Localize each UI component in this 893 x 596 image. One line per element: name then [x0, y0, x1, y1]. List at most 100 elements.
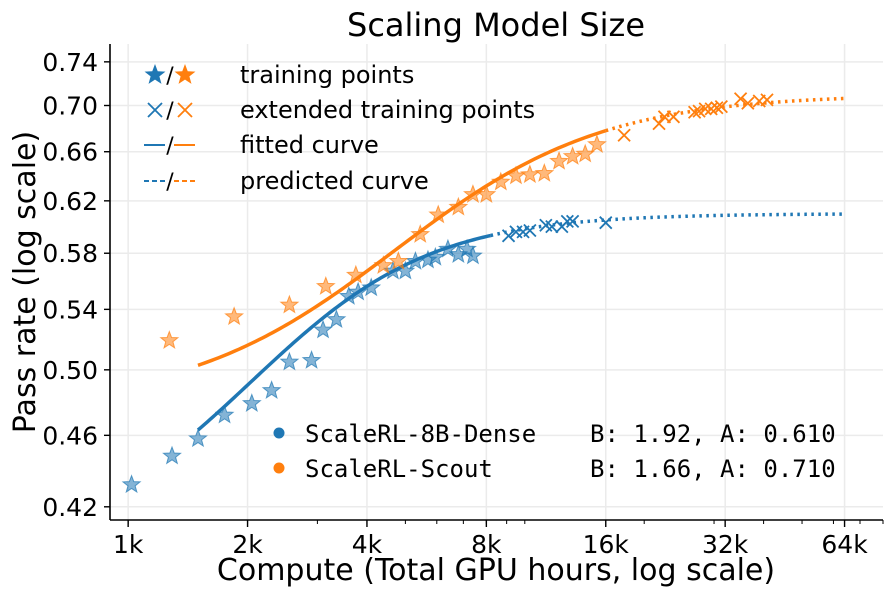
dense-extended-point [599, 216, 613, 230]
legend-x-orange [177, 102, 193, 118]
y-tick-label: 0.66 [42, 138, 98, 167]
dense-training-point [301, 350, 322, 369]
scout-training-point [224, 306, 245, 326]
dense-extended-point [501, 229, 516, 243]
legend-slash: / [166, 170, 174, 195]
dense-training-point [162, 445, 182, 465]
y-tick-label: 0.54 [42, 295, 98, 324]
dense-training-point [261, 380, 282, 399]
axis-ticks: 0.42 0.46 0.50 0.54 0.58 0.62 0.66 0.70 0.74 1k 2k… [42, 48, 884, 559]
x-tick-label: 16k [583, 530, 630, 559]
scout-extended-point [687, 105, 702, 119]
scout-training-point [575, 143, 596, 163]
legend-series-name: ScaleRL-8B-Dense [305, 420, 536, 448]
dense-training-point [214, 404, 235, 424]
dense-training-point [279, 351, 300, 371]
scout-training-point [549, 150, 569, 170]
legend-label: training points [240, 61, 414, 89]
scout-training-point [587, 134, 607, 154]
y-tick-label: 0.42 [42, 493, 98, 522]
legend-dot [273, 427, 285, 439]
legend-row-x: / extended training points [147, 96, 535, 124]
y-tick-label: 0.46 [42, 421, 98, 450]
dense-extended-point [545, 219, 559, 234]
scout-training-point [476, 184, 497, 203]
dense-training-point [348, 281, 369, 301]
legend-slash: / [166, 99, 174, 124]
legend-markers: / training points / extended training point… [144, 61, 535, 195]
scout-extended-point [733, 92, 748, 106]
scout-extended-point [617, 128, 631, 142]
legend-row-star: / training points [144, 61, 414, 89]
y-tick-label: 0.70 [42, 91, 98, 120]
dense-training-point [361, 277, 382, 297]
legend-label: extended training points [240, 96, 535, 124]
dense-training-point [326, 309, 347, 329]
chart-title: Scaling Model Size [347, 6, 645, 44]
scout-extended-point [741, 96, 755, 110]
dense-training-point [395, 260, 416, 280]
axes [109, 44, 883, 521]
x-axis-label: Compute (Total GPU hours, log scale) [217, 553, 775, 588]
dense-training-point [425, 246, 446, 266]
scout-extended-point [698, 102, 712, 116]
dense-training-point [121, 474, 142, 494]
scout-fitted-curve [197, 129, 607, 367]
scout-extended-point [760, 93, 774, 107]
x-tick-label: 64k [821, 530, 868, 559]
legend-slash: / [166, 64, 174, 89]
legend-label: fitted curve [240, 131, 379, 159]
scout-extended-point [666, 110, 681, 124]
y-tick-label: 0.58 [42, 239, 98, 268]
scout-training-point [315, 276, 336, 295]
scout-extended-point [652, 117, 666, 131]
scout-training-point [534, 163, 555, 182]
scout-training-point [448, 196, 469, 216]
legend-label: predicted curve [240, 167, 429, 195]
scout-training-point [410, 224, 431, 243]
legend-star-orange [174, 64, 196, 84]
scout-training-point [279, 294, 300, 314]
scout-training-point [373, 255, 394, 274]
legend-x-blue [147, 102, 163, 118]
dense-extended-point [560, 214, 574, 229]
y-tick-label: 0.62 [42, 187, 98, 216]
legend-series-params: B: 1.66, A: 0.710 [590, 455, 836, 483]
dense-training-point [241, 393, 262, 412]
scout-training-point [159, 330, 180, 349]
legend-row-solid-line: / fitted curve [144, 131, 379, 159]
y-tick-label: 0.50 [42, 356, 98, 385]
scout-training-point [562, 146, 583, 165]
grid-lines [110, 44, 883, 520]
scout-training-point [388, 250, 409, 270]
x-tick-label: 4k [352, 530, 383, 559]
scout-extended-point [710, 101, 724, 115]
dense-extended-point [565, 214, 580, 229]
legend-row-dashed-line: / predicted curve [144, 167, 429, 195]
legend-series-row: ScaleRL-8B-Dense B: 1.92, A: 0.610 [273, 420, 836, 448]
x-tick-label: 1k [113, 530, 144, 559]
scout-training-point [506, 165, 526, 185]
y-tick-label: 0.74 [42, 48, 98, 77]
y-axis-label: Pass rate (log scale) [8, 131, 43, 433]
scout-training-point [519, 164, 540, 184]
data-points [121, 92, 774, 494]
dense-training-point [463, 245, 483, 265]
legend-series-row: ScaleRL-Scout B: 1.66, A: 0.710 [273, 455, 836, 483]
dense-predicted-curve [490, 212, 845, 238]
dense-training-point [438, 238, 458, 258]
x-tick-label: 8k [471, 530, 502, 559]
scout-extended-point [714, 99, 728, 114]
legend-slash: / [166, 134, 174, 159]
dense-training-point [313, 319, 333, 339]
dense-extended-point [523, 223, 537, 238]
legend-series-params: B: 1.92, A: 0.610 [590, 420, 836, 448]
scout-training-point [345, 264, 366, 284]
dense-fitted-curve [196, 233, 492, 432]
legend-star-blue [144, 64, 166, 84]
dense-training-point [188, 428, 208, 448]
legend-series: ScaleRL-8B-Dense B: 1.92, A: 0.610ScaleRL… [273, 420, 836, 483]
x-tick-label: 32k [702, 530, 749, 559]
scout-training-point [490, 171, 511, 191]
